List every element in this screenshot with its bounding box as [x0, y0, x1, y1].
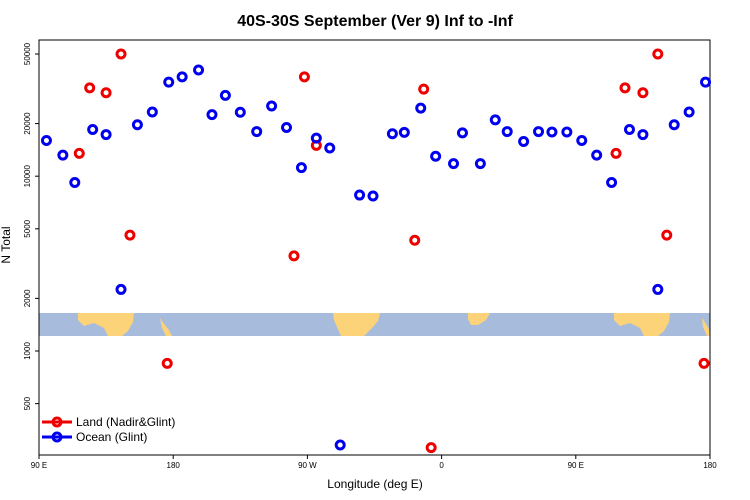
- x-tick-label: 180: [703, 461, 717, 470]
- land-data-point: [288, 250, 300, 262]
- x-tick-label: 90 E: [31, 461, 47, 470]
- ocean-data-point: [251, 126, 263, 138]
- ocean-data-point: [546, 126, 558, 138]
- land-data-point: [124, 229, 136, 241]
- chart-title: 40S-30S September (Ver 9) Inf to -Inf: [237, 13, 513, 30]
- y-tick-label: 2000: [23, 289, 32, 307]
- ocean-data-point: [637, 129, 649, 141]
- land-data-point: [619, 82, 631, 94]
- y-tick-label: 1000: [23, 342, 32, 360]
- land-data-point: [418, 83, 430, 95]
- land-data-point: [698, 357, 710, 369]
- ocean-data-point: [623, 123, 635, 135]
- land-data-point: [610, 147, 622, 159]
- ocean-data-point: [193, 64, 205, 76]
- ocean-data-point: [576, 135, 588, 147]
- ocean-data-point: [176, 71, 188, 83]
- x-tick-label: 180: [167, 461, 181, 470]
- y-axis-title: N Total: [0, 226, 13, 263]
- data-points: [40, 48, 712, 454]
- legend-land-label: Land (Nadir&Glint): [76, 415, 175, 429]
- australia-landmass-repeat: [614, 313, 670, 336]
- ocean-data-point: [334, 439, 346, 451]
- land-data-point: [161, 357, 173, 369]
- y-tick-label: 5000: [23, 219, 32, 237]
- land-data-point: [637, 87, 649, 99]
- ocean-data-point: [69, 177, 81, 189]
- ocean-data-point: [700, 76, 712, 88]
- ocean-data-point: [591, 149, 603, 161]
- land-data-point: [425, 442, 437, 454]
- ocean-data-point: [561, 126, 573, 138]
- ocean-data-point: [533, 126, 545, 138]
- new-zealand-landmass-repeat: [702, 318, 710, 336]
- land-data-point: [652, 48, 664, 60]
- ocean-data-point: [295, 162, 307, 174]
- ocean-data-point: [87, 123, 99, 135]
- ocean-data-point: [115, 283, 127, 295]
- ocean-data-point: [354, 189, 366, 201]
- legend-ocean-marker: [51, 431, 63, 443]
- new-zealand-landmass: [160, 318, 172, 336]
- x-axis: 90 E 180 90 W 0 90 E 180: [31, 455, 717, 470]
- y-tick-label: 50000: [23, 42, 32, 65]
- ocean-data-point: [310, 132, 322, 144]
- ocean-data-point: [398, 126, 410, 138]
- ocean-data-point: [501, 126, 513, 138]
- x-tick-label: 0: [439, 461, 444, 470]
- ocean-data-point: [683, 106, 695, 118]
- y-tick-label: 20000: [23, 112, 32, 135]
- ocean-data-point: [367, 190, 379, 202]
- ocean-data-point: [266, 100, 278, 112]
- land-data-point: [409, 234, 421, 246]
- ocean-data-point: [415, 102, 427, 114]
- land-data-point: [298, 71, 310, 83]
- legend: Land (Nadir&Glint) Ocean (Glint): [42, 415, 175, 444]
- ocean-data-point: [668, 119, 680, 131]
- x-tick-label: 90 E: [568, 461, 584, 470]
- ocean-data-point: [652, 283, 664, 295]
- land-data-point: [115, 48, 127, 60]
- ocean-data-point: [448, 158, 460, 170]
- x-axis-title: Longitude (deg E): [327, 477, 422, 491]
- land-data-point: [84, 82, 96, 94]
- y-axis: 500 1000 2000 5000 10000 20000 50000: [23, 42, 39, 410]
- x-tick-label: 90 W: [298, 461, 317, 470]
- ocean-data-point: [518, 135, 530, 147]
- legend-ocean-label: Ocean (Glint): [76, 430, 147, 444]
- land-data-point: [73, 147, 85, 159]
- ocean-data-point: [324, 142, 336, 154]
- legend-land-marker: [51, 416, 63, 428]
- ocean-data-point: [474, 158, 486, 170]
- ocean-data-point: [386, 128, 398, 140]
- africa-landmass: [468, 313, 490, 325]
- ocean-data-point: [40, 135, 52, 147]
- ocean-data-point: [131, 119, 143, 131]
- ocean-data-point: [206, 109, 218, 121]
- world-map-strip: [39, 313, 710, 336]
- y-tick-label: 500: [23, 396, 32, 410]
- ocean-data-point: [100, 129, 112, 141]
- ocean-data-point: [430, 150, 442, 162]
- south-america-landmass: [333, 313, 380, 336]
- ocean-data-point: [234, 106, 246, 118]
- ocean-data-point: [146, 106, 158, 118]
- australia-landmass: [78, 313, 134, 336]
- ocean-data-point: [281, 121, 293, 133]
- land-data-point: [661, 229, 673, 241]
- ocean-data-point: [456, 127, 468, 139]
- land-data-point: [100, 87, 112, 99]
- plot-frame: [38, 39, 711, 456]
- ocean-data-point: [219, 89, 231, 101]
- y-tick-label: 10000: [23, 165, 32, 188]
- ocean-data-point: [489, 114, 501, 126]
- ocean-data-point: [163, 76, 175, 88]
- ocean-data-point: [57, 149, 69, 161]
- ocean-data-point: [606, 177, 618, 189]
